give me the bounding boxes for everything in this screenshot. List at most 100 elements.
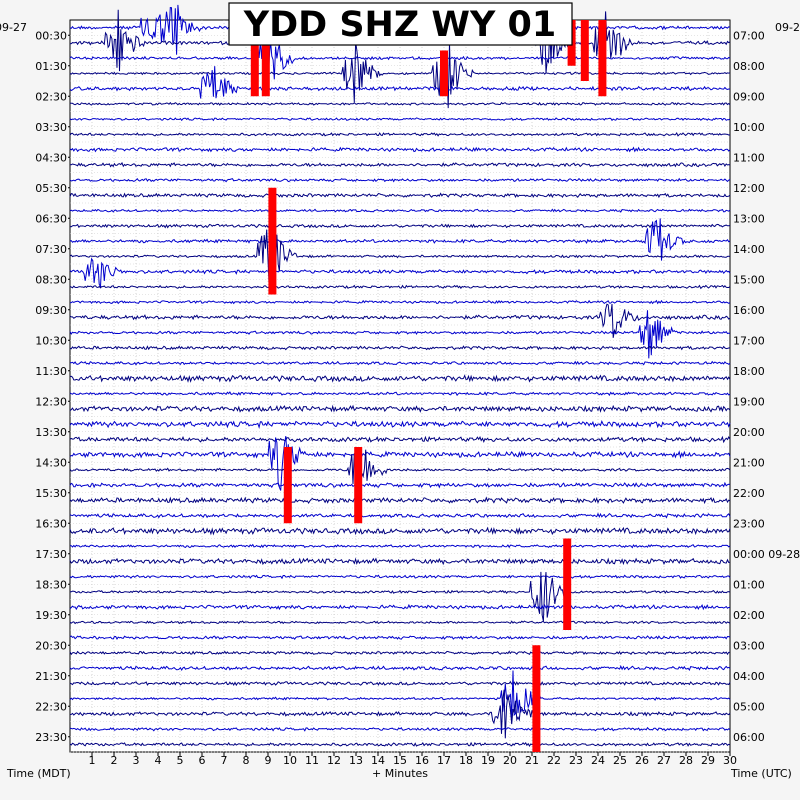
trace-33 (69, 526, 731, 536)
right-time-label: 09:00 (733, 90, 765, 103)
trace-8 (69, 146, 731, 153)
right-time-label: 13:00 (733, 212, 765, 225)
right-corner-date: 09-2 (775, 21, 800, 34)
clip-bar-0 (250, 20, 259, 97)
trace-19 (69, 303, 731, 338)
x-tick-label: 22 (547, 754, 561, 767)
left-time-label: 04:30 (35, 151, 67, 164)
x-tick-label: 2 (111, 754, 118, 767)
x-tick-label: 25 (613, 754, 627, 767)
trace-14 (69, 218, 731, 261)
trace-20 (69, 310, 731, 359)
x-tick-label: 11 (305, 754, 319, 767)
x-tick-label: 13 (349, 754, 363, 767)
trace-2 (69, 26, 731, 89)
x-tick-label: 24 (591, 754, 605, 767)
trace-38 (69, 603, 731, 611)
seismic-traces (69, 4, 731, 747)
x-axis-label-right: Time (UTC) (730, 767, 792, 780)
x-tick-label: 12 (327, 754, 341, 767)
clip-bar-5 (598, 20, 607, 97)
clip-bar-6 (268, 187, 277, 295)
left-time-label: 15:30 (35, 487, 67, 500)
trace-35 (69, 557, 731, 566)
trace-36 (69, 574, 731, 580)
x-tick-label: 4 (155, 754, 162, 767)
clip-bar-2 (440, 50, 448, 97)
right-time-label: 10:00 (733, 121, 765, 134)
right-time-label: 05:00 (733, 700, 765, 713)
trace-13 (69, 223, 731, 229)
right-time-label: 14:00 (733, 243, 765, 256)
trace-18 (69, 299, 731, 305)
x-tick-label: 16 (415, 754, 429, 767)
trace-34 (69, 543, 731, 549)
left-time-label: 09:30 (35, 304, 67, 317)
trace-16 (69, 257, 731, 289)
left-time-label: 07:30 (35, 243, 67, 256)
left-time-label: 21:30 (35, 670, 67, 683)
trace-9 (69, 161, 731, 168)
right-time-label: 07:00 (733, 29, 765, 42)
clip-bar-10 (532, 645, 541, 752)
left-time-label: 18:30 (35, 578, 67, 591)
right-time-label: 16:00 (733, 304, 765, 317)
x-tick-label: 14 (371, 754, 385, 767)
title-box (228, 2, 573, 46)
right-time-label: 06:00 (733, 731, 765, 744)
chart-title: YDD SHZ WY 01 (243, 5, 557, 45)
trace-11 (69, 192, 731, 199)
x-tick-label: 18 (459, 754, 473, 767)
left-time-label: 03:30 (35, 121, 67, 134)
x-tick-label: 3 (133, 754, 140, 767)
left-time-label: 01:30 (35, 60, 67, 73)
right-time-label: 04:00 (733, 670, 765, 683)
x-axis-label-center: + Minutes (372, 767, 428, 780)
clip-bar-9 (563, 538, 572, 630)
right-time-label: 11:00 (733, 151, 765, 164)
right-time-label: 18:00 (733, 365, 765, 378)
trace-3 (69, 41, 731, 109)
x-tick-labels: 1 2 3 4 5 6 7 8 9 10 11 12 13 14 15 16 17 18 19 20 21 22 23 24 2… (89, 752, 737, 767)
x-tick-label: 26 (635, 754, 649, 767)
trace-7 (69, 132, 730, 137)
clip-bar-1 (261, 20, 270, 97)
right-time-label: 02:00 (733, 609, 765, 622)
x-tick-label: 20 (503, 754, 517, 767)
x-tick-label: 7 (221, 754, 228, 767)
right-time-label: 12:00 (733, 182, 765, 195)
trace-46 (69, 726, 731, 732)
x-axis-label-left: Time (MDT) (6, 767, 71, 780)
trace-47 (69, 741, 731, 747)
right-time-label: 01:00 (733, 578, 765, 591)
right-time-label: 17:00 (733, 334, 765, 347)
trace-5 (69, 101, 731, 106)
trace-17 (69, 284, 731, 290)
right-time-labels: 07:00 08:00 09:00 10:00 11:00 12:00 13:00 14:00… (733, 29, 800, 744)
right-time-label: 21:00 (733, 456, 765, 469)
trace-4 (69, 66, 730, 99)
x-tick-label: 27 (657, 754, 671, 767)
x-tick-label: 23 (569, 754, 583, 767)
x-tick-label: 28 (679, 754, 693, 767)
left-time-label: 16:30 (35, 517, 67, 530)
left-time-label: 14:30 (35, 456, 67, 469)
left-time-label: 02:30 (35, 90, 67, 103)
left-time-label: 20:30 (35, 639, 67, 652)
trace-40 (69, 635, 731, 641)
right-time-label: 20:00 (733, 426, 765, 439)
x-tick-label: 5 (177, 754, 184, 767)
x-tick-label: 10 (283, 754, 297, 767)
x-tick-label: 30 (723, 754, 737, 767)
trace-27 (69, 435, 731, 444)
x-tick-label: 19 (481, 754, 495, 767)
trace-41 (69, 650, 730, 656)
left-time-label: 23:30 (35, 731, 67, 744)
trace-29 (69, 449, 731, 489)
trace-43 (69, 680, 731, 687)
trace-44 (69, 670, 731, 719)
left-time-label: 19:30 (35, 609, 67, 622)
left-time-label: 22:30 (35, 700, 67, 713)
